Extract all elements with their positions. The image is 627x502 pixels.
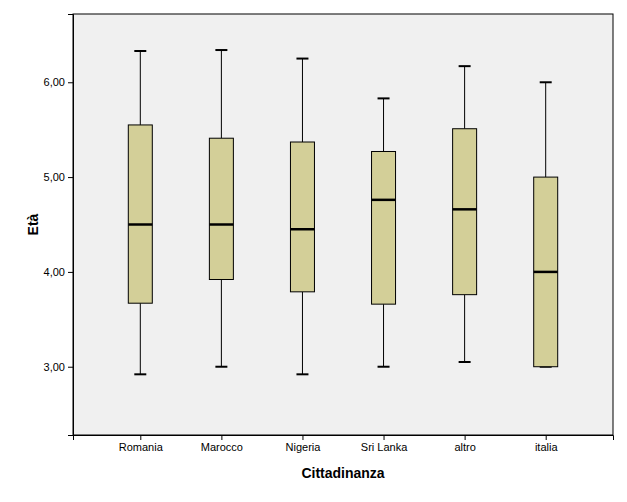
whisker-upper bbox=[545, 82, 546, 177]
box-group bbox=[128, 51, 152, 374]
tick-label: 4,00 bbox=[44, 266, 65, 278]
tick-mark bbox=[384, 435, 385, 440]
tick-label: 5,00 bbox=[44, 171, 65, 183]
axis-line bbox=[68, 15, 74, 436]
whisker-lower bbox=[302, 292, 303, 374]
tick-mark bbox=[221, 435, 222, 440]
background bbox=[0, 0, 627, 502]
box bbox=[534, 177, 558, 367]
y-tick: 4,00 bbox=[44, 266, 73, 278]
whisker-cap-upper bbox=[540, 81, 552, 83]
tick-mark bbox=[465, 435, 466, 440]
tick-label: italia bbox=[535, 441, 559, 453]
whisker-upper bbox=[140, 51, 141, 125]
tick-mark bbox=[140, 435, 141, 440]
tick-label: 3,00 bbox=[44, 361, 65, 373]
box bbox=[128, 125, 152, 303]
x-axis: Romania Marocco Nigeria Sri Lanka altro itali… bbox=[74, 435, 614, 453]
y-tick: 3,00 bbox=[44, 361, 73, 373]
whisker-upper bbox=[221, 50, 222, 138]
box-group bbox=[372, 98, 396, 366]
boxes bbox=[128, 50, 557, 374]
y-axis-title: Età bbox=[25, 213, 41, 235]
x-tick: Nigeria bbox=[286, 435, 322, 453]
box-group bbox=[290, 59, 314, 375]
whisker-lower bbox=[464, 295, 465, 362]
box-group bbox=[534, 82, 558, 366]
whisker-cap-lower bbox=[459, 361, 471, 363]
box bbox=[209, 138, 233, 279]
whisker-cap-upper bbox=[134, 50, 146, 52]
tick-label: altro bbox=[454, 441, 475, 453]
box bbox=[372, 151, 396, 304]
tick-mark bbox=[68, 82, 73, 83]
y-tick: 5,00 bbox=[44, 171, 73, 183]
x-tick: Sri Lanka bbox=[361, 435, 408, 453]
box bbox=[453, 129, 477, 295]
y-tick: 6,00 bbox=[44, 76, 73, 88]
whisker-cap-lower bbox=[215, 366, 227, 368]
y-axis: 3,00 4,00 5,00 6,00 bbox=[44, 15, 74, 436]
whisker-lower bbox=[383, 304, 384, 367]
x-tick: Marocco bbox=[201, 435, 243, 453]
x-tick: Romania bbox=[119, 435, 164, 453]
tick-mark bbox=[68, 367, 73, 368]
tick-mark bbox=[546, 435, 547, 440]
whisker-cap-upper bbox=[459, 65, 471, 67]
tick-mark bbox=[68, 177, 73, 178]
median bbox=[372, 199, 396, 202]
whisker-lower bbox=[140, 303, 141, 374]
whisker-cap-upper bbox=[296, 58, 308, 60]
chart: 3,00 4,00 5,00 6,00 Romania Marocco Nigeria Sri… bbox=[0, 0, 627, 502]
tick-mark bbox=[302, 435, 303, 440]
box-group bbox=[453, 66, 477, 362]
whisker-lower bbox=[221, 279, 222, 366]
plot: 3,00 4,00 5,00 6,00 Romania Marocco Nigeria Sri… bbox=[44, 14, 614, 453]
x-axis-title: Cittadinanza bbox=[301, 465, 384, 481]
tick-mark bbox=[68, 272, 73, 273]
median bbox=[128, 223, 152, 226]
median bbox=[534, 271, 558, 274]
tick-label: 6,00 bbox=[44, 76, 65, 88]
plot-frame bbox=[73, 14, 613, 435]
whisker-cap-lower bbox=[378, 366, 390, 368]
tick-label: Nigeria bbox=[286, 441, 322, 453]
axis-line bbox=[74, 436, 614, 441]
box-group bbox=[209, 50, 233, 367]
whisker-cap-upper bbox=[215, 49, 227, 51]
whisker-upper bbox=[383, 98, 384, 151]
median bbox=[209, 223, 233, 226]
whisker-cap-upper bbox=[378, 97, 390, 99]
tick-label: Sri Lanka bbox=[361, 441, 408, 453]
median bbox=[453, 208, 477, 211]
x-tick: altro bbox=[454, 435, 475, 453]
tick-label: Marocco bbox=[201, 441, 243, 453]
tick-label: Romania bbox=[119, 441, 164, 453]
whisker-cap-lower bbox=[134, 373, 146, 375]
x-tick: italia bbox=[535, 435, 559, 453]
whisker-upper bbox=[464, 66, 465, 129]
whisker-upper bbox=[302, 59, 303, 142]
whisker-cap-lower bbox=[296, 373, 308, 375]
box bbox=[290, 142, 314, 292]
median bbox=[290, 228, 314, 231]
